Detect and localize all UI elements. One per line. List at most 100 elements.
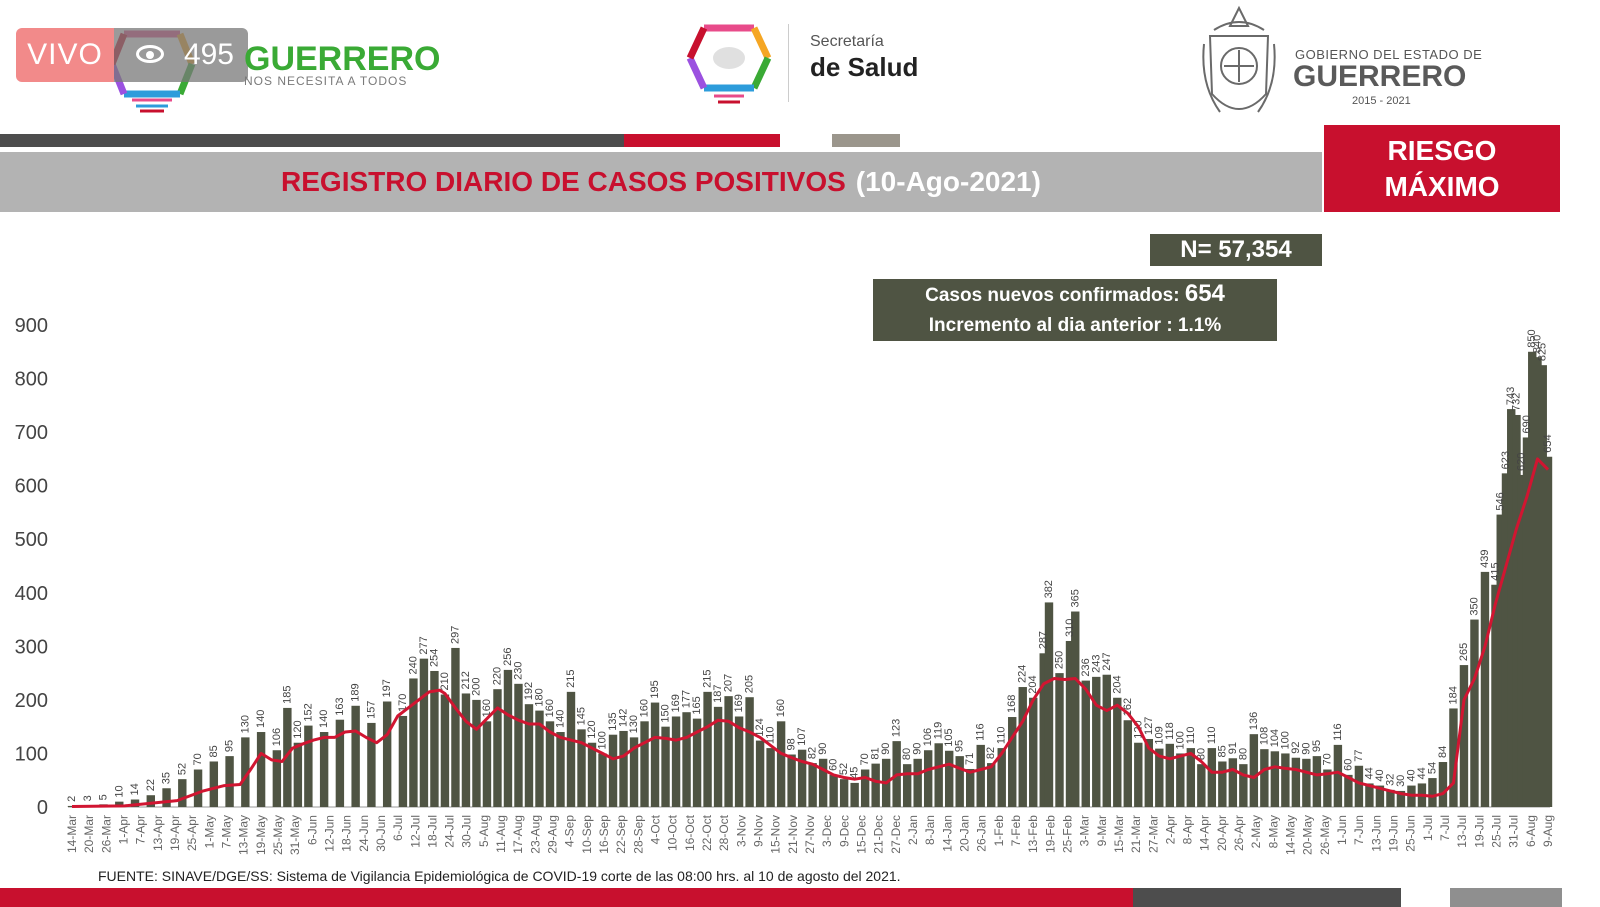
bar: [587, 742, 597, 807]
bar-value-label: 45: [849, 767, 861, 779]
x-tick-label: 22-Oct: [700, 814, 714, 851]
x-tick-label: 21-Nov: [786, 815, 800, 854]
bar: [1354, 765, 1364, 807]
bar: [256, 732, 266, 807]
bar-value-label: 40: [1405, 769, 1417, 781]
x-tick-label: 19-Apr: [168, 815, 182, 851]
viewer-count: 495: [183, 38, 234, 71]
header-divider: [788, 24, 789, 102]
x-tick-label: 14-Mar: [65, 815, 79, 853]
x-tick-label: 25-Feb: [1060, 815, 1074, 853]
bar-value-label: 70: [1321, 753, 1333, 765]
bar: [1312, 756, 1322, 807]
bar: [955, 756, 964, 807]
bar: [115, 801, 124, 807]
bar-value-label: 210: [439, 672, 451, 690]
bar: [1134, 742, 1143, 807]
x-tick-label: 1-Apr: [116, 815, 130, 844]
bar-value-label: 81: [870, 747, 882, 759]
x-tick-label: 25-May: [271, 815, 285, 855]
x-tick-label: 6-Aug: [1524, 815, 1538, 847]
bar-value-label: 169: [670, 694, 682, 712]
bar-value-label: 85: [208, 745, 220, 757]
bar-value-label: 140: [318, 710, 330, 728]
bar: [430, 670, 439, 807]
bar: [1270, 751, 1280, 807]
bar: [1365, 783, 1374, 807]
bar-value-label: 105: [943, 728, 955, 746]
bar: [1375, 785, 1385, 807]
bar-value-label: 256: [502, 648, 514, 666]
bar: [1323, 769, 1332, 807]
bar-value-label: 215: [702, 669, 714, 687]
x-tick-label: 9-Dec: [837, 815, 851, 847]
bar: [283, 707, 292, 807]
y-tick-label: 400: [15, 583, 48, 605]
x-tick-label: 27-Mar: [1146, 815, 1160, 853]
bar-value-label: 145: [576, 707, 588, 725]
state-coat-of-arms-icon: [1202, 5, 1276, 113]
x-tick-label: 19-Jun: [1387, 815, 1401, 852]
x-tick-label: 26-Mar: [99, 815, 113, 853]
bar: [451, 647, 460, 807]
bar-value-label: 84: [1437, 746, 1449, 758]
x-tick-label: 8-Apr: [1181, 815, 1195, 844]
bar: [755, 740, 765, 807]
bar-value-label: 95: [954, 740, 966, 752]
bar: [619, 730, 628, 807]
x-tick-label: 24-Jul: [443, 815, 457, 848]
x-tick-label: 24-Jun: [357, 815, 371, 852]
bar-value-label: 108: [1258, 727, 1270, 745]
bar: [661, 726, 670, 807]
y-tick-label: 200: [15, 690, 48, 712]
bar: [1081, 680, 1090, 807]
bar: [923, 750, 933, 807]
bar: [724, 696, 733, 807]
stripe-dark: [0, 134, 624, 147]
bar-value-label: 184: [1447, 686, 1459, 704]
bar: [1449, 708, 1458, 807]
x-tick-label: 6-Jun: [305, 815, 319, 845]
bar-value-label: 180: [533, 688, 545, 706]
x-tick-label: 20-Mar: [82, 815, 96, 853]
x-tick-label: 27-Nov: [803, 815, 817, 854]
bar-value-label: 192: [523, 682, 535, 700]
eye-icon: [136, 45, 164, 63]
bar: [1517, 474, 1526, 807]
x-tick-label: 7-May: [219, 815, 233, 848]
bar: [209, 761, 219, 807]
bar-value-label: 52: [176, 763, 188, 775]
bar: [1543, 456, 1553, 807]
bar-value-label: 5: [98, 794, 110, 800]
bar: [1522, 437, 1532, 807]
bar-value-label: 110: [765, 727, 777, 745]
x-tick-label: 20-Jan: [957, 815, 971, 852]
bar-value-label: 207: [723, 674, 735, 692]
bar: [1039, 653, 1048, 807]
bar-value-label: 3: [82, 795, 94, 801]
bar-value-label: 60: [828, 759, 840, 771]
bar: [997, 748, 1006, 807]
bar: [409, 678, 418, 807]
bar: [987, 763, 996, 807]
bar: [692, 718, 702, 807]
bar: [1260, 749, 1269, 807]
bar: [1302, 758, 1311, 807]
bar-value-label: 100: [1174, 731, 1186, 749]
bar: [1538, 365, 1547, 807]
title-date: (10-Ago-2021): [855, 166, 1041, 197]
bar-value-label: 10: [113, 785, 125, 797]
bar-value-label: 230: [512, 661, 524, 679]
bar: [640, 721, 649, 807]
bar: [1480, 571, 1490, 807]
x-tick-label: 9-Mar: [1095, 815, 1109, 846]
bar-value-label: 52: [838, 763, 850, 775]
x-tick-label: 19-May: [254, 815, 268, 855]
bar-value-label: 40: [1374, 769, 1386, 781]
bar-value-label: 825: [1537, 343, 1549, 361]
bar: [1491, 584, 1500, 807]
bar-value-label: 95: [224, 740, 236, 752]
bar-value-label: 743: [1505, 387, 1517, 405]
bar-value-label: 187: [712, 684, 724, 702]
